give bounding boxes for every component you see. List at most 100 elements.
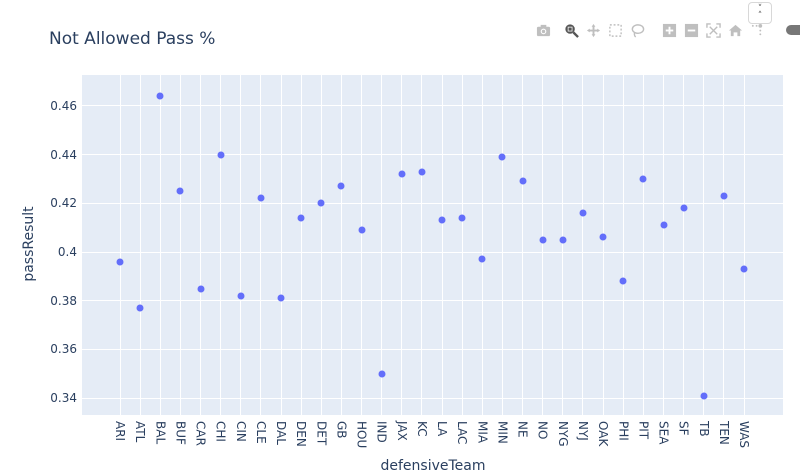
data-point[interactable] [660, 221, 667, 229]
collapse-modebar-button[interactable]: ˅ ˄ [748, 2, 772, 24]
x-tick-label: MIN [495, 421, 510, 444]
plot-area[interactable] [82, 75, 783, 415]
x-gridline [280, 75, 282, 415]
y-gridline [82, 300, 783, 302]
data-point[interactable] [237, 292, 245, 300]
chevron-down-icon: ˅ [757, 4, 763, 14]
data-point[interactable] [418, 168, 426, 176]
data-point[interactable] [378, 370, 386, 378]
x-tick-label: TB [696, 421, 711, 437]
data-point[interactable] [579, 209, 587, 217]
spike-lines-icon[interactable] [746, 20, 768, 40]
x-gridline [562, 75, 564, 415]
x-gridline [461, 75, 463, 415]
data-point[interactable] [740, 265, 748, 273]
data-point[interactable] [559, 236, 567, 244]
data-point[interactable] [257, 194, 265, 202]
x-tick-label: LAC [455, 421, 470, 445]
y-tick-label: 0.36 [50, 342, 77, 357]
data-point[interactable] [700, 392, 708, 400]
y-gridline [82, 251, 783, 253]
x-gridline [501, 75, 503, 415]
x-tick-label: DET [314, 421, 329, 446]
autoscale-icon[interactable] [702, 20, 724, 40]
data-point[interactable] [398, 170, 406, 178]
zoom-icon[interactable] [560, 20, 582, 40]
x-tick-label: CLE [253, 421, 268, 444]
x-gridline [723, 75, 725, 415]
y-gridline [82, 105, 783, 107]
x-gridline [542, 75, 544, 415]
data-point[interactable] [519, 177, 527, 185]
x-gridline [361, 75, 363, 415]
camera-icon[interactable] [532, 20, 554, 40]
x-tick-label: ARI [113, 421, 127, 442]
y-axis-title: passResult [21, 206, 37, 282]
data-point[interactable] [498, 153, 506, 161]
zoom-in-icon[interactable] [658, 20, 680, 40]
x-gridline [582, 75, 584, 415]
x-axis-title: defensiveTeam [380, 458, 486, 474]
x-tick-label: SF [676, 421, 691, 436]
data-point[interactable] [639, 175, 647, 183]
data-point[interactable] [116, 258, 124, 266]
data-point[interactable] [136, 304, 144, 312]
data-point[interactable] [277, 294, 285, 302]
x-gridline [703, 75, 705, 415]
data-point[interactable] [458, 214, 466, 222]
lasso-select-icon[interactable] [626, 20, 648, 40]
x-tick-label: PHI [616, 421, 631, 441]
x-gridline [663, 75, 664, 415]
data-point[interactable] [317, 199, 325, 207]
y-gridline [82, 154, 783, 156]
x-gridline [320, 75, 322, 415]
x-tick-label: IND [374, 421, 389, 443]
x-gridline [159, 75, 161, 415]
data-point[interactable] [358, 226, 366, 234]
y-gridline [82, 348, 783, 350]
x-tick-label: CAR [193, 421, 208, 446]
side-panel-tab[interactable] [786, 25, 800, 35]
modebar [532, 20, 768, 40]
data-point[interactable] [599, 233, 607, 241]
x-gridline [522, 75, 524, 415]
x-gridline [401, 75, 403, 415]
pan-icon[interactable] [582, 20, 604, 40]
x-tick-label: LA [435, 421, 450, 437]
zoom-out-icon[interactable] [680, 20, 702, 40]
data-point[interactable] [680, 204, 688, 212]
x-tick-label: KC [414, 421, 429, 437]
box-select-icon[interactable] [604, 20, 626, 40]
x-gridline [602, 75, 604, 415]
data-point[interactable] [217, 151, 225, 159]
x-tick-label: MIA [475, 421, 490, 444]
x-tick-label: SEA [656, 421, 671, 445]
x-gridline [683, 75, 685, 415]
chevron-up-icon: ˄ [757, 11, 763, 21]
x-tick-label: BAL [153, 421, 168, 445]
data-point[interactable] [297, 214, 305, 222]
x-gridline [139, 75, 141, 415]
data-point[interactable] [337, 182, 345, 190]
x-tick-label: WAS [737, 421, 752, 449]
data-point[interactable] [478, 255, 486, 263]
x-tick-label: NYG [555, 421, 570, 447]
data-point[interactable] [197, 285, 205, 293]
x-tick-label: OAK [596, 421, 611, 447]
x-gridline [119, 75, 121, 415]
x-gridline [340, 75, 342, 415]
data-point[interactable] [176, 187, 184, 195]
data-point[interactable] [619, 277, 627, 285]
x-gridline [300, 75, 302, 415]
data-point[interactable] [438, 216, 446, 224]
chart-title: Not Allowed Pass % [49, 29, 216, 49]
x-tick-label: ATL [133, 421, 148, 443]
reset-axes-icon[interactable] [724, 20, 746, 40]
data-point[interactable] [720, 192, 728, 200]
data-point[interactable] [539, 236, 547, 244]
x-tick-label: GB [334, 421, 349, 439]
y-tick-label: 0.44 [50, 147, 77, 162]
y-gridline [82, 202, 783, 204]
x-gridline [240, 75, 242, 415]
data-point[interactable] [156, 92, 164, 100]
